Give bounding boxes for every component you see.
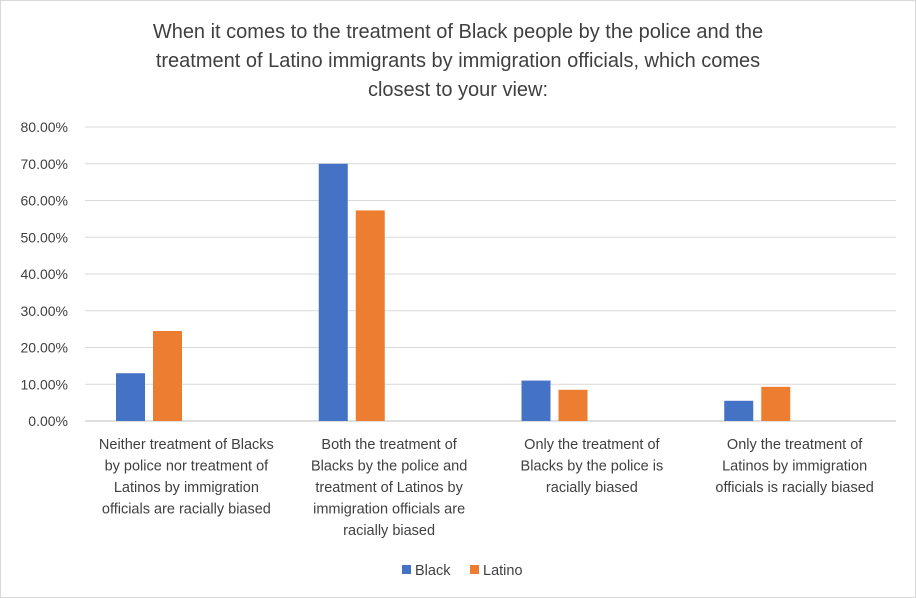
legend-swatch	[470, 565, 479, 574]
bar-latino	[355, 210, 385, 421]
y-tick-label: 0.00%	[28, 413, 68, 429]
bar-latino	[558, 389, 588, 421]
x-category-label-line: Latinos by immigration	[114, 480, 259, 496]
y-tick-label: 20.00%	[21, 340, 68, 356]
bar-latino	[153, 330, 182, 421]
x-category-label-line: racially biased	[343, 523, 435, 539]
bar-black	[318, 163, 348, 421]
x-category-label: Both the treatment of Blacks by the polic…	[311, 437, 467, 539]
x-category-label-line: Only the treatment of	[727, 437, 863, 453]
x-category-label-line: immigration officials are	[313, 502, 465, 518]
y-tick-label: 60.00%	[21, 193, 68, 209]
x-category-label: Only the treatment of Blacks by the polic…	[521, 437, 664, 496]
y-tick-label: 80.00%	[21, 119, 68, 135]
legend-label: Black	[415, 563, 451, 579]
chart-title-line: closest to your view:	[368, 79, 548, 101]
x-category-label-line: Blacks by the police and	[311, 459, 467, 475]
x-axis-categories: Neither treatment of Blacks by police nor…	[99, 437, 874, 539]
x-category-label-line: Latinos by immigration	[722, 459, 867, 475]
legend-label: Latino	[483, 563, 523, 579]
bar-black	[521, 380, 551, 421]
y-axis-ticks: 0.00% 10.00% 20.00% 30.00% 40.00% 50.00% 60.00…	[21, 119, 68, 429]
chart-title: When it comes to the treatment of Black …	[153, 21, 763, 101]
x-category-label: Neither treatment of Blacks by police nor…	[99, 437, 274, 518]
legend-item-black: Black	[402, 563, 451, 579]
gridlines	[85, 126, 896, 422]
bar-black	[724, 400, 754, 421]
y-tick-label: 50.00%	[21, 229, 68, 245]
legend-swatch	[402, 565, 411, 574]
x-category-label-line: Only the treatment of	[524, 437, 660, 453]
x-category-label-line: Blacks by the police is	[521, 459, 664, 475]
legend-item-latino: Latino	[470, 563, 523, 579]
x-category-label-line: by police nor treatment of	[105, 459, 270, 475]
x-category-label: Only the treatment of Latinos by immigrat…	[715, 437, 874, 496]
legend: Black Latino	[402, 563, 523, 579]
x-category-label-line: racially biased	[546, 480, 638, 496]
x-category-label-line: officials are racially biased	[102, 502, 271, 518]
y-tick-label: 30.00%	[21, 303, 68, 319]
x-category-label-line: treatment of Latinos by	[315, 480, 463, 496]
chart-title-line: treatment of Latino immigrants by immigr…	[156, 50, 760, 72]
bar-black	[116, 373, 145, 421]
x-category-label-line: officials is racially biased	[715, 480, 874, 496]
bar-latino	[761, 386, 791, 421]
y-tick-label: 70.00%	[21, 156, 68, 172]
chart-title-line: When it comes to the treatment of Black …	[153, 21, 763, 43]
x-category-label-line: Neither treatment of Blacks	[99, 437, 274, 453]
y-tick-label: 40.00%	[21, 266, 68, 282]
bars	[116, 163, 791, 421]
x-category-label-line: Both the treatment of	[321, 437, 457, 453]
y-tick-label: 10.00%	[21, 376, 68, 392]
